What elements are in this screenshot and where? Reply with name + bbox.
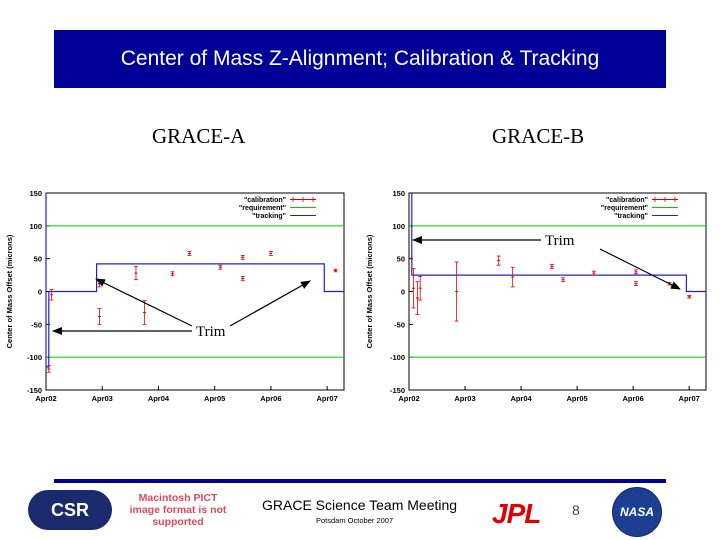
chart-a-calibration-point: [142, 300, 147, 325]
panel-label-grace-b: GRACE-B: [492, 124, 585, 148]
chart-b-legend-label: "tracking": [614, 213, 648, 220]
chart-b-calibration-point: [591, 270, 596, 276]
chart-b-ytick-label: 50: [397, 255, 405, 264]
chart-b-calibration-point: [687, 295, 692, 299]
chart-a-calibration-point: [240, 275, 245, 281]
chart-b-xtick-label: Apr06: [623, 394, 644, 403]
chart-a-calibration-point: [240, 254, 245, 260]
chart-a-calibration-point: [268, 251, 273, 256]
chart-a-legend-label: "tracking": [252, 213, 286, 220]
chart-a-ytick-label: -100: [27, 353, 42, 362]
slide-title: Center of Mass Z-Alignment; Calibration …: [54, 30, 666, 88]
nasa-logo: NASA: [612, 487, 662, 537]
chart-a-calibration-point: [49, 289, 54, 301]
chart-b-calibration-point: [418, 275, 423, 301]
chart-a-xtick-label: Apr04: [148, 394, 170, 403]
chart-b-calibration-point: [561, 277, 566, 283]
meeting-place: Potsdam October 2007: [316, 516, 394, 525]
chart-b-calibration-point: [496, 255, 501, 266]
chart-a-calibration-point: [218, 264, 223, 270]
chart-b-ytick-label: -50: [394, 320, 405, 329]
chart-b-ytick-label: -100: [390, 353, 405, 362]
trim-arrow-b-right: [599, 248, 681, 290]
footer-divider: [54, 479, 666, 483]
chart-a-xtick-label: Apr03: [92, 394, 113, 403]
chart-b-calibration-point: [411, 268, 416, 309]
chart-a-y-axis-label: Center of Mass Offset (microns): [5, 234, 14, 348]
csr-logo-text: CSR: [50, 499, 89, 520]
chart-b-legend-label: "requirement": [601, 205, 648, 212]
chart-a-ytick-label: 150: [29, 189, 42, 198]
chart-b-ytick-label: 100: [392, 222, 405, 231]
chart-b-tracking-line: [411, 193, 706, 293]
page-number: 8: [572, 502, 580, 518]
chart-b-calibration-point: [633, 269, 638, 275]
chart-b-calibration-point: [415, 281, 420, 315]
chart-a-ytick-label: 50: [34, 255, 42, 264]
chart-b-xtick-label: Apr05: [566, 394, 587, 403]
chart-b-calibration-point: [633, 281, 638, 286]
chart-b-xtick-label: Apr04: [510, 394, 532, 403]
chart-a-calibration-point: [133, 266, 138, 281]
chart-a-calibration-point: [170, 271, 175, 277]
chart-b-calibration-point: [510, 266, 515, 288]
chart-b-ytick-label: -150: [390, 386, 405, 395]
chart-a-legend-label: "requirement": [239, 205, 286, 212]
chart-b-ytick-label: 0: [401, 288, 405, 297]
panel-label-grace-a: GRACE-A: [152, 124, 246, 148]
jpl-logo: JPL: [492, 498, 541, 529]
chart-b-legend-label: "calibration": [606, 197, 648, 204]
meeting-title: GRACE Science Team Meeting: [262, 497, 458, 513]
chart-a-ytick-label: 100: [29, 222, 42, 231]
chart-a-ytick-label: -50: [31, 320, 42, 329]
chart-b-plot-frame: [408, 192, 707, 391]
chart-b-y-axis-label: Center of Mass Offset (microns): [365, 234, 374, 348]
chart-b-calibration-point: [454, 261, 459, 322]
chart-a-calibration-point: [187, 251, 192, 256]
chart-a: -150 -100 -50 0 50 100 150 Apr02 Apr03 Apr04 Apr05…: [5, 189, 345, 403]
chart-a-ytick-label: -150: [27, 386, 42, 395]
chart-a-calibration-point: [97, 308, 102, 325]
chart-a-xtick-label: Apr06: [260, 394, 281, 403]
chart-b-xtick-label: Apr02: [398, 394, 419, 403]
chart-a-calibration-point: [333, 268, 338, 273]
csr-logo: CSR: [28, 490, 112, 530]
pict-placeholder-notice: Macintosh PICT image format is not suppo…: [129, 492, 227, 528]
trim-label-b: Trim: [545, 233, 575, 249]
chart-a-xtick-label: Apr07: [316, 394, 337, 403]
trim-annotations: Trim Trim: [52, 233, 681, 340]
chart-a-xtick-label: Apr05: [204, 394, 225, 403]
trim-arrow-a-right: [229, 280, 311, 327]
trim-label-a: Trim: [196, 324, 226, 340]
chart-a-calibration-point: [46, 365, 51, 373]
chart-b: -150 -100 -50 0 50 100 150 Apr02 Apr03 Apr04 Apr05…: [365, 189, 707, 403]
chart-b-xtick-label: Apr03: [454, 394, 475, 403]
chart-b-calibration-point: [549, 264, 554, 269]
chart-a-legend-label: "calibration": [244, 197, 286, 204]
chart-a-tracking-line: [45, 193, 344, 368]
trim-arrow-a-left: [95, 278, 193, 327]
chart-a-xtick-label: Apr02: [35, 394, 56, 403]
chart-b-xtick-label: Apr07: [679, 394, 700, 403]
chart-a-ytick-label: 0: [38, 288, 42, 297]
chart-b-ytick-label: 150: [392, 189, 405, 198]
